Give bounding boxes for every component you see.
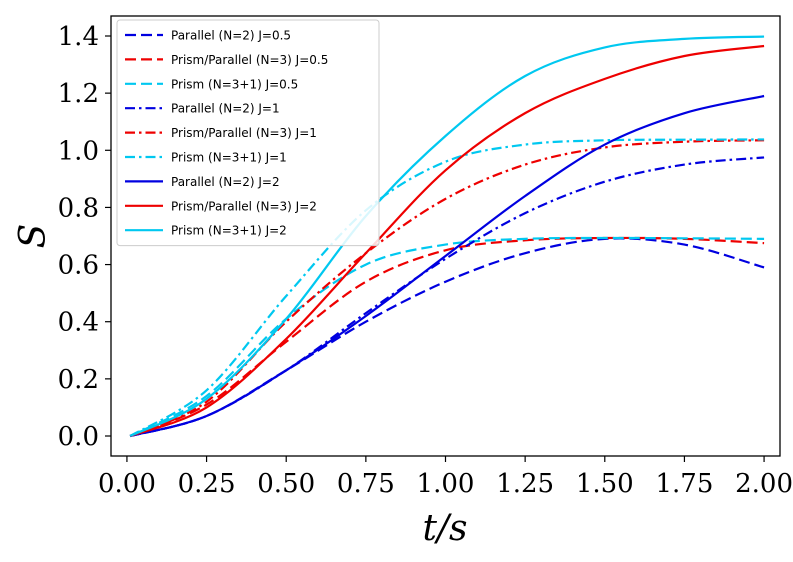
legend-label: Prism/Parallel (N=3) J=1 — [171, 126, 317, 140]
series-line-1 — [129, 237, 765, 438]
series-line-8 — [129, 44, 765, 438]
y-tick-label: 0.6 — [58, 251, 99, 281]
series-line-6 — [129, 138, 765, 437]
x-tick-label: 0.00 — [98, 469, 156, 499]
series-line-3 — [129, 236, 765, 437]
series-line-9 — [129, 35, 765, 437]
x-axis-label: t/s — [422, 508, 467, 549]
legend-label: Prism/Parallel (N=3) J=0.5 — [171, 53, 328, 67]
x-tick-label: 1.00 — [417, 469, 475, 499]
x-tick-label: 0.50 — [257, 469, 315, 499]
x-tick-label: 1.50 — [576, 469, 634, 499]
y-tick-label: 1.4 — [58, 22, 99, 52]
y-tick-label: 0.8 — [58, 193, 99, 223]
y-tick-label: 0.2 — [58, 365, 99, 395]
legend-label: Prism/Parallel (N=3) J=2 — [171, 199, 317, 213]
legend: Parallel (N=2) J=0.5 Prism/Parallel (N=3)… — [116, 19, 380, 247]
y-tick-label: 1.0 — [58, 136, 99, 166]
legend-label: Parallel (N=2) J=0.5 — [171, 29, 291, 43]
x-tick-label: 1.75 — [655, 469, 713, 499]
y-tick-label: 0.0 — [58, 422, 99, 452]
y-axis-label: S — [13, 224, 54, 249]
y-tick-label: 1.2 — [58, 79, 99, 109]
legend-label: Prism (N=3+1) J=1 — [171, 151, 287, 165]
x-tick-label: 1.25 — [496, 469, 554, 499]
legend-box — [116, 19, 380, 247]
x-tick-label: 0.75 — [337, 469, 395, 499]
series-line-7 — [129, 94, 765, 438]
legend-label: Parallel (N=2) J=2 — [171, 175, 280, 189]
ticks-layer: 0.00 0.25 0.50 0.75 1.00 1.25 1.50 1.75 2.00 0.0 0… — [58, 22, 793, 499]
legend-label: Prism (N=3+1) J=0.5 — [171, 77, 298, 91]
x-tick-label: 2.00 — [735, 469, 793, 499]
legend-label: Prism (N=3+1) J=2 — [171, 224, 287, 238]
legend-label: Parallel (N=2) J=1 — [171, 102, 280, 116]
series-layer — [129, 35, 765, 438]
x-tick-label: 0.25 — [178, 469, 236, 499]
y-tick-label: 0.4 — [58, 308, 99, 338]
